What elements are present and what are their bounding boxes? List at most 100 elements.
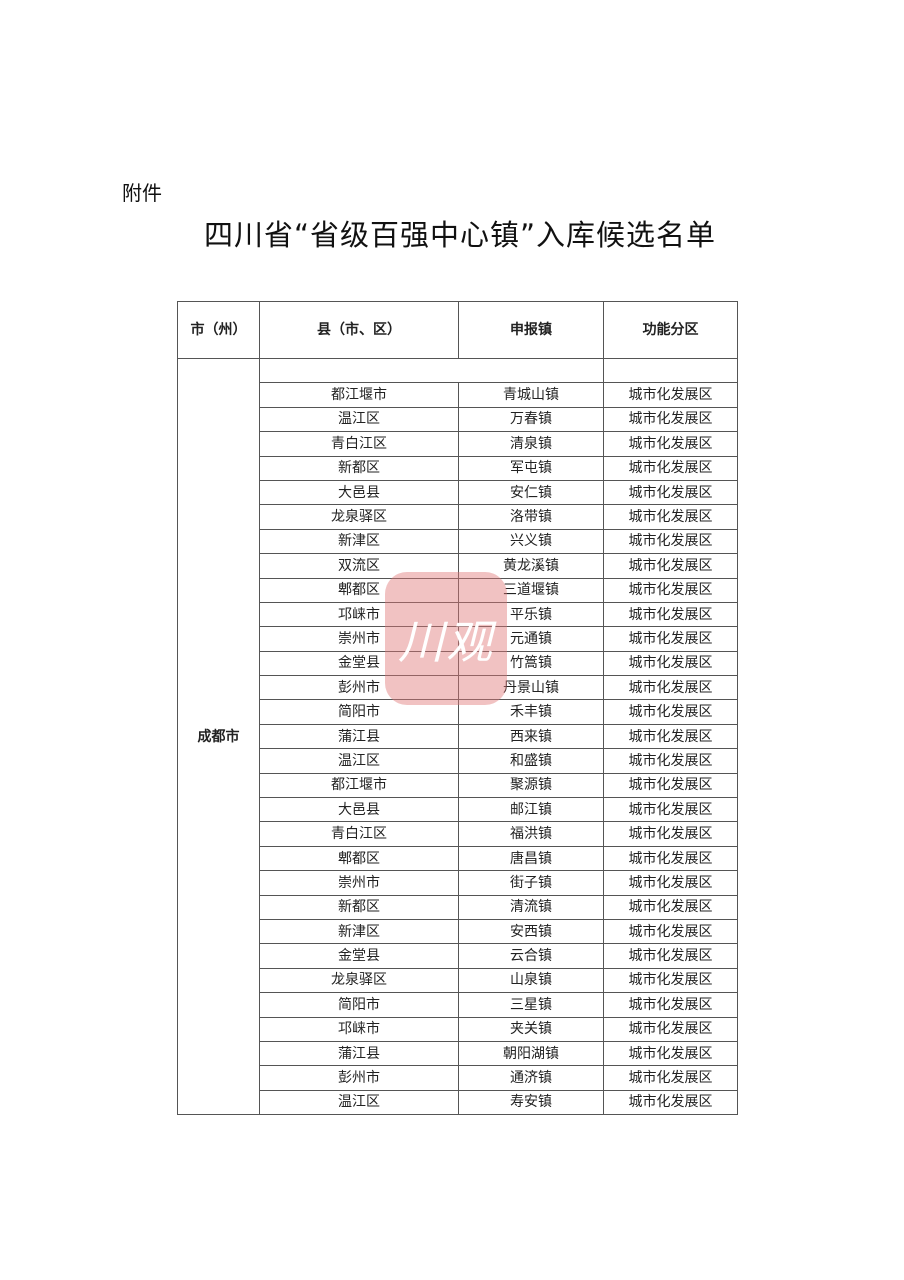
table-row: 彭州市 通济镇 城市化发展区	[178, 1065, 738, 1091]
county-cell: 大邑县	[259, 797, 459, 823]
table-row: 郫都区 唐昌镇 城市化发展区	[178, 845, 738, 872]
zone-cell: 城市化发展区	[603, 528, 738, 555]
town-cell: 朝阳湖镇	[458, 1040, 604, 1067]
county-cell: 崇州市	[259, 870, 459, 896]
town-cell: 安西镇	[458, 918, 604, 945]
zone-cell: 城市化发展区	[603, 1065, 738, 1091]
zone-cell: 城市化发展区	[603, 553, 738, 579]
table-row: 金堂县 竹篙镇 城市化发展区	[178, 650, 738, 677]
table-row: 邛崃市 平乐镇 城市化发展区	[178, 601, 738, 628]
county-cell: 温江区	[259, 1089, 459, 1116]
town-cell: 清泉镇	[458, 431, 604, 457]
county-cell: 蒲江县	[259, 723, 459, 750]
county-cell: 简阳市	[259, 992, 459, 1018]
town-cell: 军屯镇	[458, 455, 604, 481]
table-row: 温江区 万春镇 城市化发展区	[178, 406, 738, 433]
town-cell: 福洪镇	[458, 821, 604, 847]
county-cell: 新津区	[259, 528, 459, 555]
zone-cell: 城市化发展区	[603, 894, 738, 920]
town-cell: 唐昌镇	[458, 845, 604, 872]
attachment-label: 附件	[122, 181, 162, 205]
county-cell: 温江区	[259, 748, 459, 774]
county-cell: 崇州市	[259, 626, 459, 652]
table-row: 蒲江县 西来镇 城市化发展区	[178, 723, 738, 750]
table-row: 新津区 安西镇 城市化发展区	[178, 918, 738, 945]
header-zone: 功能分区	[603, 301, 738, 359]
table-row: 崇州市 街子镇 城市化发展区	[178, 870, 738, 896]
county-cell: 新都区	[259, 894, 459, 920]
town-cell: 街子镇	[458, 870, 604, 896]
header-city: 市（州）	[177, 301, 260, 359]
county-cell: 新津区	[259, 918, 459, 945]
zone-cell: 城市化发展区	[603, 455, 738, 481]
table-row: 金堂县 云合镇 城市化发展区	[178, 943, 738, 969]
table-row: 龙泉驿区 洛带镇 城市化发展区	[178, 504, 738, 530]
table-row: 龙泉驿区 山泉镇 城市化发展区	[178, 967, 738, 994]
town-cell: 邮江镇	[458, 797, 604, 823]
blank-cell	[259, 357, 604, 384]
county-cell: 都江堰市	[259, 382, 459, 408]
town-cell: 山泉镇	[458, 967, 604, 994]
town-cell: 元通镇	[458, 626, 604, 652]
town-cell: 丹景山镇	[458, 675, 604, 701]
zone-cell: 城市化发展区	[603, 626, 738, 652]
county-cell: 彭州市	[259, 1065, 459, 1091]
blank-cell	[603, 357, 738, 384]
county-cell: 龙泉驿区	[259, 504, 459, 530]
county-cell: 大邑县	[259, 479, 459, 506]
town-cell: 黄龙溪镇	[458, 553, 604, 579]
zone-cell: 城市化发展区	[603, 870, 738, 896]
county-cell: 都江堰市	[259, 772, 459, 799]
city-cell: 成都市	[177, 357, 260, 1116]
table-row: 新津区 兴义镇 城市化发展区	[178, 528, 738, 555]
blank-row: 成都市	[177, 357, 738, 1116]
town-cell: 夹关镇	[458, 1016, 604, 1042]
watermark-logo: 川观	[385, 572, 507, 705]
table-row: 大邑县 安仁镇 城市化发展区	[178, 479, 738, 506]
county-cell: 邛崃市	[259, 601, 459, 628]
county-cell: 新都区	[259, 455, 459, 481]
zone-cell: 城市化发展区	[603, 1040, 738, 1067]
town-cell: 万春镇	[458, 406, 604, 433]
county-cell: 蒲江县	[259, 1040, 459, 1067]
town-cell: 洛带镇	[458, 504, 604, 530]
table-row: 温江区 和盛镇 城市化发展区	[178, 748, 738, 774]
county-cell: 双流区	[259, 553, 459, 579]
zone-cell: 城市化发展区	[603, 699, 738, 725]
candidate-table: 市（州） 县（市、区） 申报镇 功能分区 成都市 都江堰市 青城山镇 城市化发展区温…	[177, 301, 738, 1116]
table-row: 简阳市 禾丰镇 城市化发展区	[178, 699, 738, 725]
zone-cell: 城市化发展区	[603, 382, 738, 408]
table-row: 邛崃市 夹关镇 城市化发展区	[178, 1016, 738, 1042]
zone-cell: 城市化发展区	[603, 601, 738, 628]
town-cell: 青城山镇	[458, 382, 604, 408]
county-cell: 金堂县	[259, 943, 459, 969]
town-cell: 聚源镇	[458, 772, 604, 799]
town-cell: 竹篙镇	[458, 650, 604, 677]
zone-cell: 城市化发展区	[603, 1089, 738, 1116]
table-row: 新都区 军屯镇 城市化发展区	[178, 455, 738, 481]
county-cell: 邛崃市	[259, 1016, 459, 1042]
zone-cell: 城市化发展区	[603, 943, 738, 969]
zone-cell: 城市化发展区	[603, 479, 738, 506]
zone-cell: 城市化发展区	[603, 650, 738, 677]
zone-cell: 城市化发展区	[603, 504, 738, 530]
table-row: 郫都区 三道堰镇 城市化发展区	[178, 577, 738, 603]
table-header-row: 市（州） 县（市、区） 申报镇 功能分区	[177, 301, 738, 359]
table-row: 简阳市 三星镇 城市化发展区	[178, 992, 738, 1018]
county-cell: 郫都区	[259, 577, 459, 603]
zone-cell: 城市化发展区	[603, 845, 738, 872]
zone-cell: 城市化发展区	[603, 748, 738, 774]
table-row: 彭州市 丹景山镇 城市化发展区	[178, 675, 738, 701]
zone-cell: 城市化发展区	[603, 1016, 738, 1042]
zone-cell: 城市化发展区	[603, 723, 738, 750]
town-cell: 安仁镇	[458, 479, 604, 506]
zone-cell: 城市化发展区	[603, 797, 738, 823]
town-cell: 云合镇	[458, 943, 604, 969]
zone-cell: 城市化发展区	[603, 821, 738, 847]
header-town: 申报镇	[458, 301, 604, 359]
table-row: 温江区 寿安镇 城市化发展区	[178, 1089, 738, 1116]
county-cell: 青白江区	[259, 431, 459, 457]
town-cell: 和盛镇	[458, 748, 604, 774]
zone-cell: 城市化发展区	[603, 577, 738, 603]
county-cell: 金堂县	[259, 650, 459, 677]
